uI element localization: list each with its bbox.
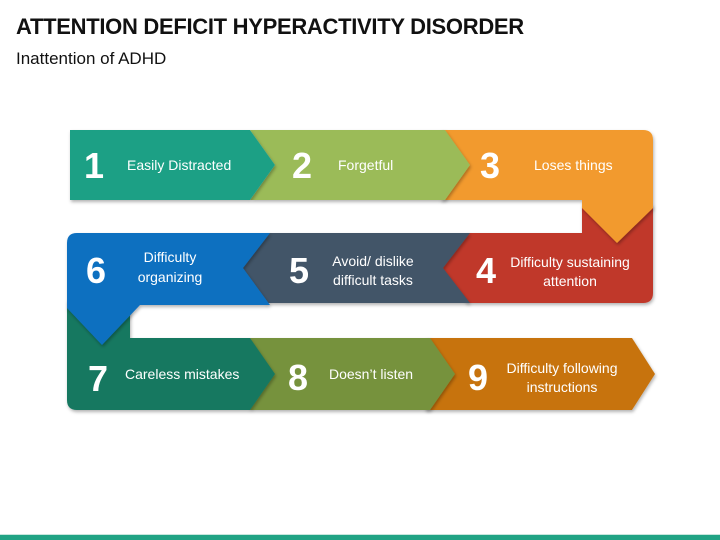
step-6 — [67, 233, 270, 345]
step-9 — [425, 338, 655, 410]
step-1-label: Easily Distracted — [127, 157, 231, 173]
step-8-number: 8 — [288, 357, 308, 398]
page-subtitle: Inattention of ADHD — [16, 49, 167, 68]
step-1-number: 1 — [84, 145, 104, 186]
step-7-label: Careless mistakes — [125, 366, 239, 382]
step-8 — [250, 338, 455, 410]
step-1 — [70, 130, 275, 200]
step-6-label-line1: Difficulty — [144, 249, 197, 265]
page-title: ATTENTION DEFICIT HYPERACTIVITY DISORDER — [16, 14, 524, 39]
step-4-label-line2: attention — [543, 273, 597, 289]
step-4-label-line1: Difficulty sustaining — [510, 254, 630, 270]
step-9-label-line2: instructions — [527, 379, 598, 395]
step-5-label-line2: difficult tasks — [333, 272, 413, 288]
step-2 — [250, 130, 470, 200]
step-5 — [240, 233, 470, 303]
step-6-label-line2: organizing — [138, 269, 203, 285]
step-5-number: 5 — [289, 250, 309, 291]
step-9-number: 9 — [468, 357, 488, 398]
step-8-label: Doesn’t listen — [329, 366, 413, 382]
step-2-number: 2 — [292, 145, 312, 186]
step-4-number: 4 — [476, 250, 496, 291]
step-6-number: 6 — [86, 250, 106, 291]
footer-accent-bar — [0, 534, 720, 540]
step-4 — [440, 205, 653, 303]
step-2-label: Forgetful — [338, 157, 393, 173]
step-3 — [440, 130, 653, 243]
step-9-label-line1: Difficulty following — [506, 360, 617, 376]
step-7 — [67, 300, 275, 410]
step-3-label: Loses things — [534, 157, 613, 173]
step-3-number: 3 — [480, 145, 500, 186]
step-5-label-line1: Avoid/ dislike — [332, 253, 414, 269]
step-7-number: 7 — [88, 358, 108, 399]
